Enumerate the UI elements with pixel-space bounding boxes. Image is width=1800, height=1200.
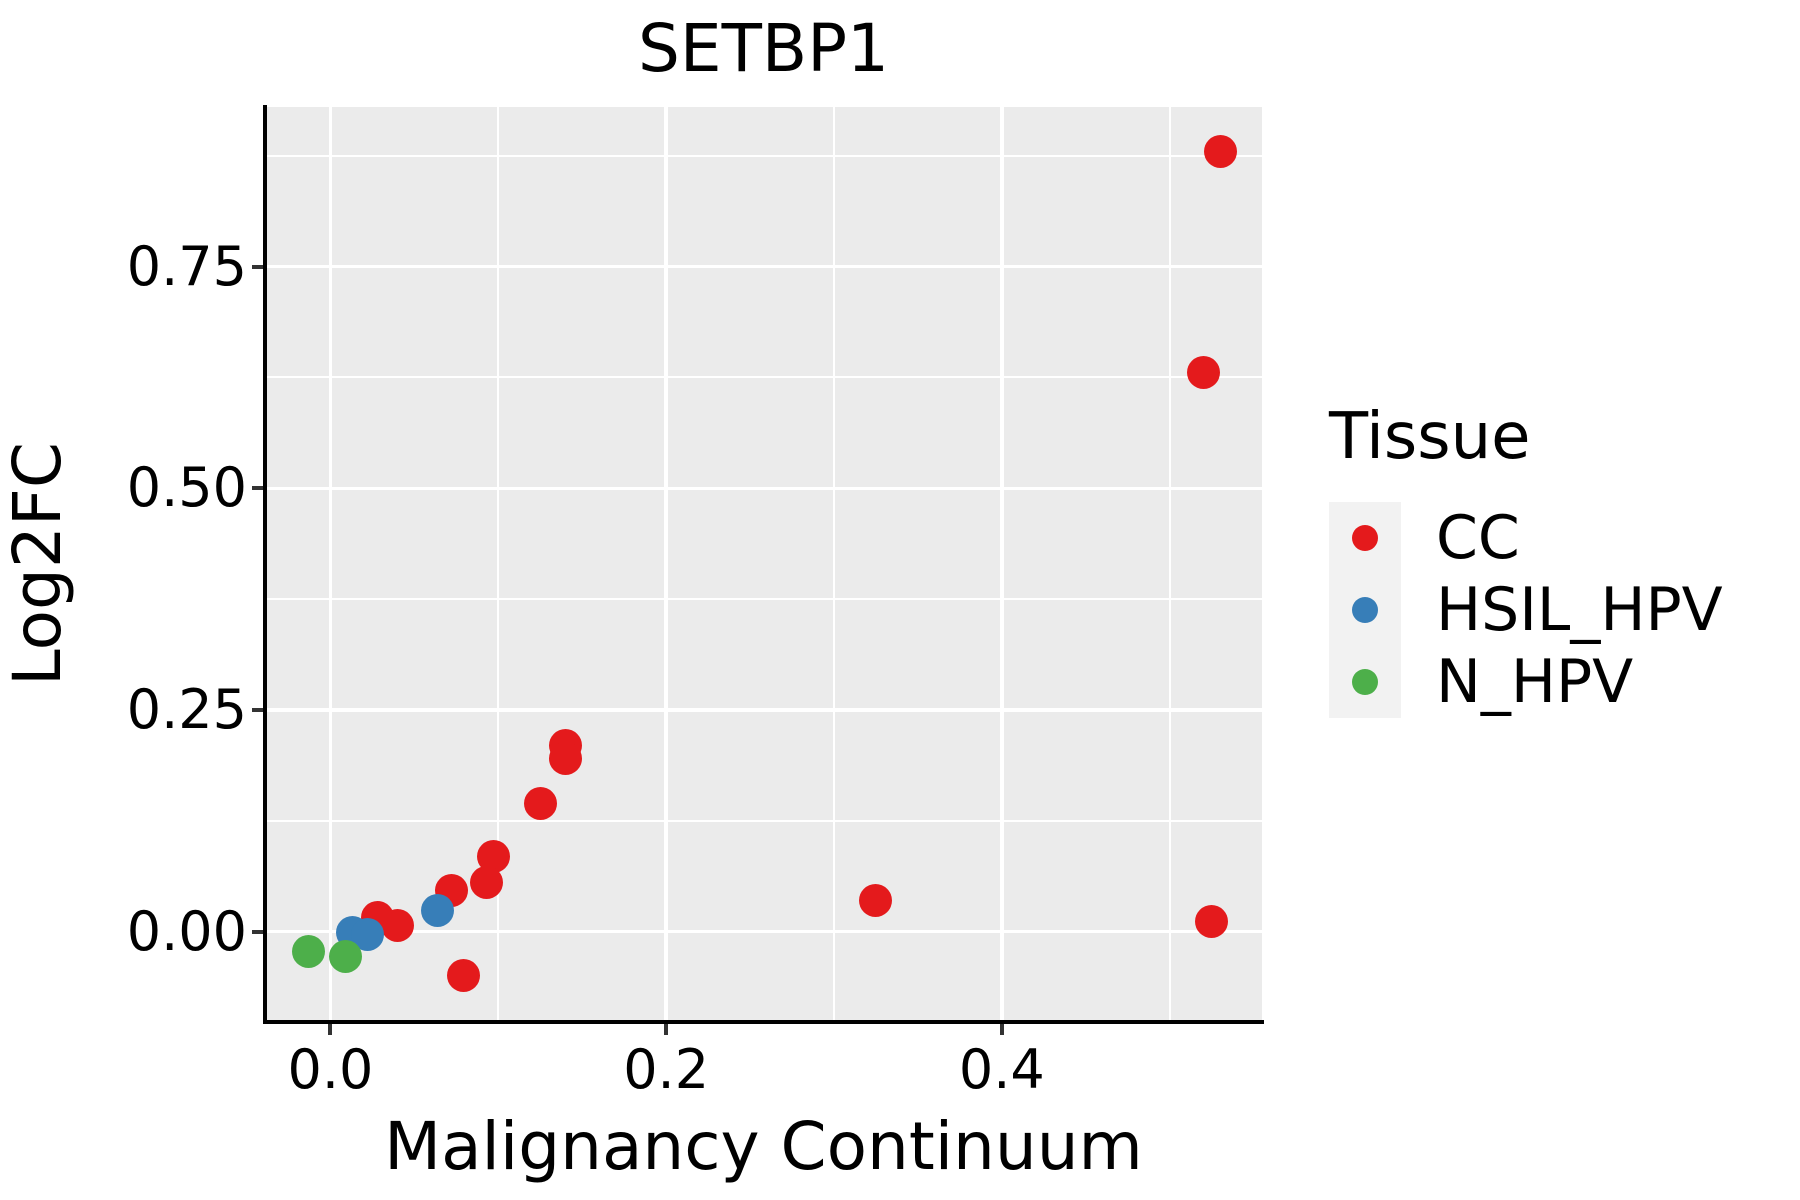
x-axis-tick: [999, 1024, 1004, 1035]
x-axis-tick: [328, 1024, 333, 1035]
minor-gridline: [265, 598, 1262, 601]
plot-panel: [265, 107, 1262, 1022]
major-gridline: [664, 107, 668, 1022]
legend: Tissue CC HSIL_HPV N_HPV: [1329, 404, 1723, 718]
major-gridline: [265, 264, 1262, 269]
major-gridline: [328, 107, 333, 1022]
data-point-cc: [381, 908, 415, 942]
minor-gridline: [832, 107, 835, 1022]
minor-gridline: [1168, 107, 1171, 1022]
x-tick-label: 0.4: [958, 1038, 1045, 1101]
y-tick-label: 0.00: [126, 899, 247, 963]
data-point-hsil_hpv: [421, 893, 455, 927]
major-gridline: [265, 929, 1262, 934]
x-axis-label: Malignancy Continuum: [384, 1108, 1143, 1185]
y-axis-line: [263, 105, 267, 1024]
x-tick-label: 0.2: [623, 1038, 710, 1101]
data-point-cc: [1186, 356, 1220, 390]
data-point-cc: [1203, 134, 1237, 168]
minor-gridline: [265, 154, 1262, 157]
data-point-cc: [548, 742, 582, 776]
minor-gridline: [497, 107, 500, 1022]
data-point-n_hpv: [329, 939, 363, 973]
y-axis-tick: [252, 929, 263, 934]
legend-entry-label: N_HPV: [1436, 647, 1634, 717]
data-point-cc: [1195, 905, 1229, 939]
legend-swatch-hsil-hpv: [1352, 597, 1378, 623]
major-gridline: [265, 708, 1262, 712]
legend-entry: N_HPV: [1329, 646, 1723, 718]
data-point-cc: [859, 884, 893, 918]
x-tick-label: 0.0: [287, 1038, 374, 1101]
y-tick-label: 0.25: [126, 677, 247, 741]
legend-entry: CC: [1329, 502, 1723, 574]
y-axis-tick: [252, 486, 263, 491]
data-point-cc: [470, 866, 504, 900]
minor-gridline: [265, 819, 1262, 822]
legend-swatch-cc: [1352, 525, 1378, 551]
y-tick-label: 0.75: [126, 234, 247, 298]
legend-entry-label: CC: [1436, 503, 1520, 573]
x-axis-line: [263, 1020, 1264, 1024]
minor-gridline: [265, 376, 1262, 379]
legend-entry-label: HSIL_HPV: [1436, 575, 1723, 645]
data-point-cc: [523, 786, 557, 820]
y-axis-tick: [252, 264, 263, 269]
data-point-n_hpv: [292, 935, 326, 969]
legend-swatch-n-hpv: [1352, 669, 1378, 695]
x-axis-tick: [664, 1024, 669, 1035]
data-point-cc: [446, 959, 480, 993]
plot-title: SETBP1: [638, 10, 889, 87]
major-gridline: [1000, 107, 1004, 1022]
y-tick-label: 0.50: [126, 456, 247, 520]
major-gridline: [265, 486, 1262, 490]
y-axis-tick: [252, 707, 263, 712]
legend-entry: HSIL_HPV: [1329, 574, 1723, 646]
legend-title: Tissue: [1329, 400, 1531, 474]
y-axis-label: Log2FC: [0, 442, 76, 686]
